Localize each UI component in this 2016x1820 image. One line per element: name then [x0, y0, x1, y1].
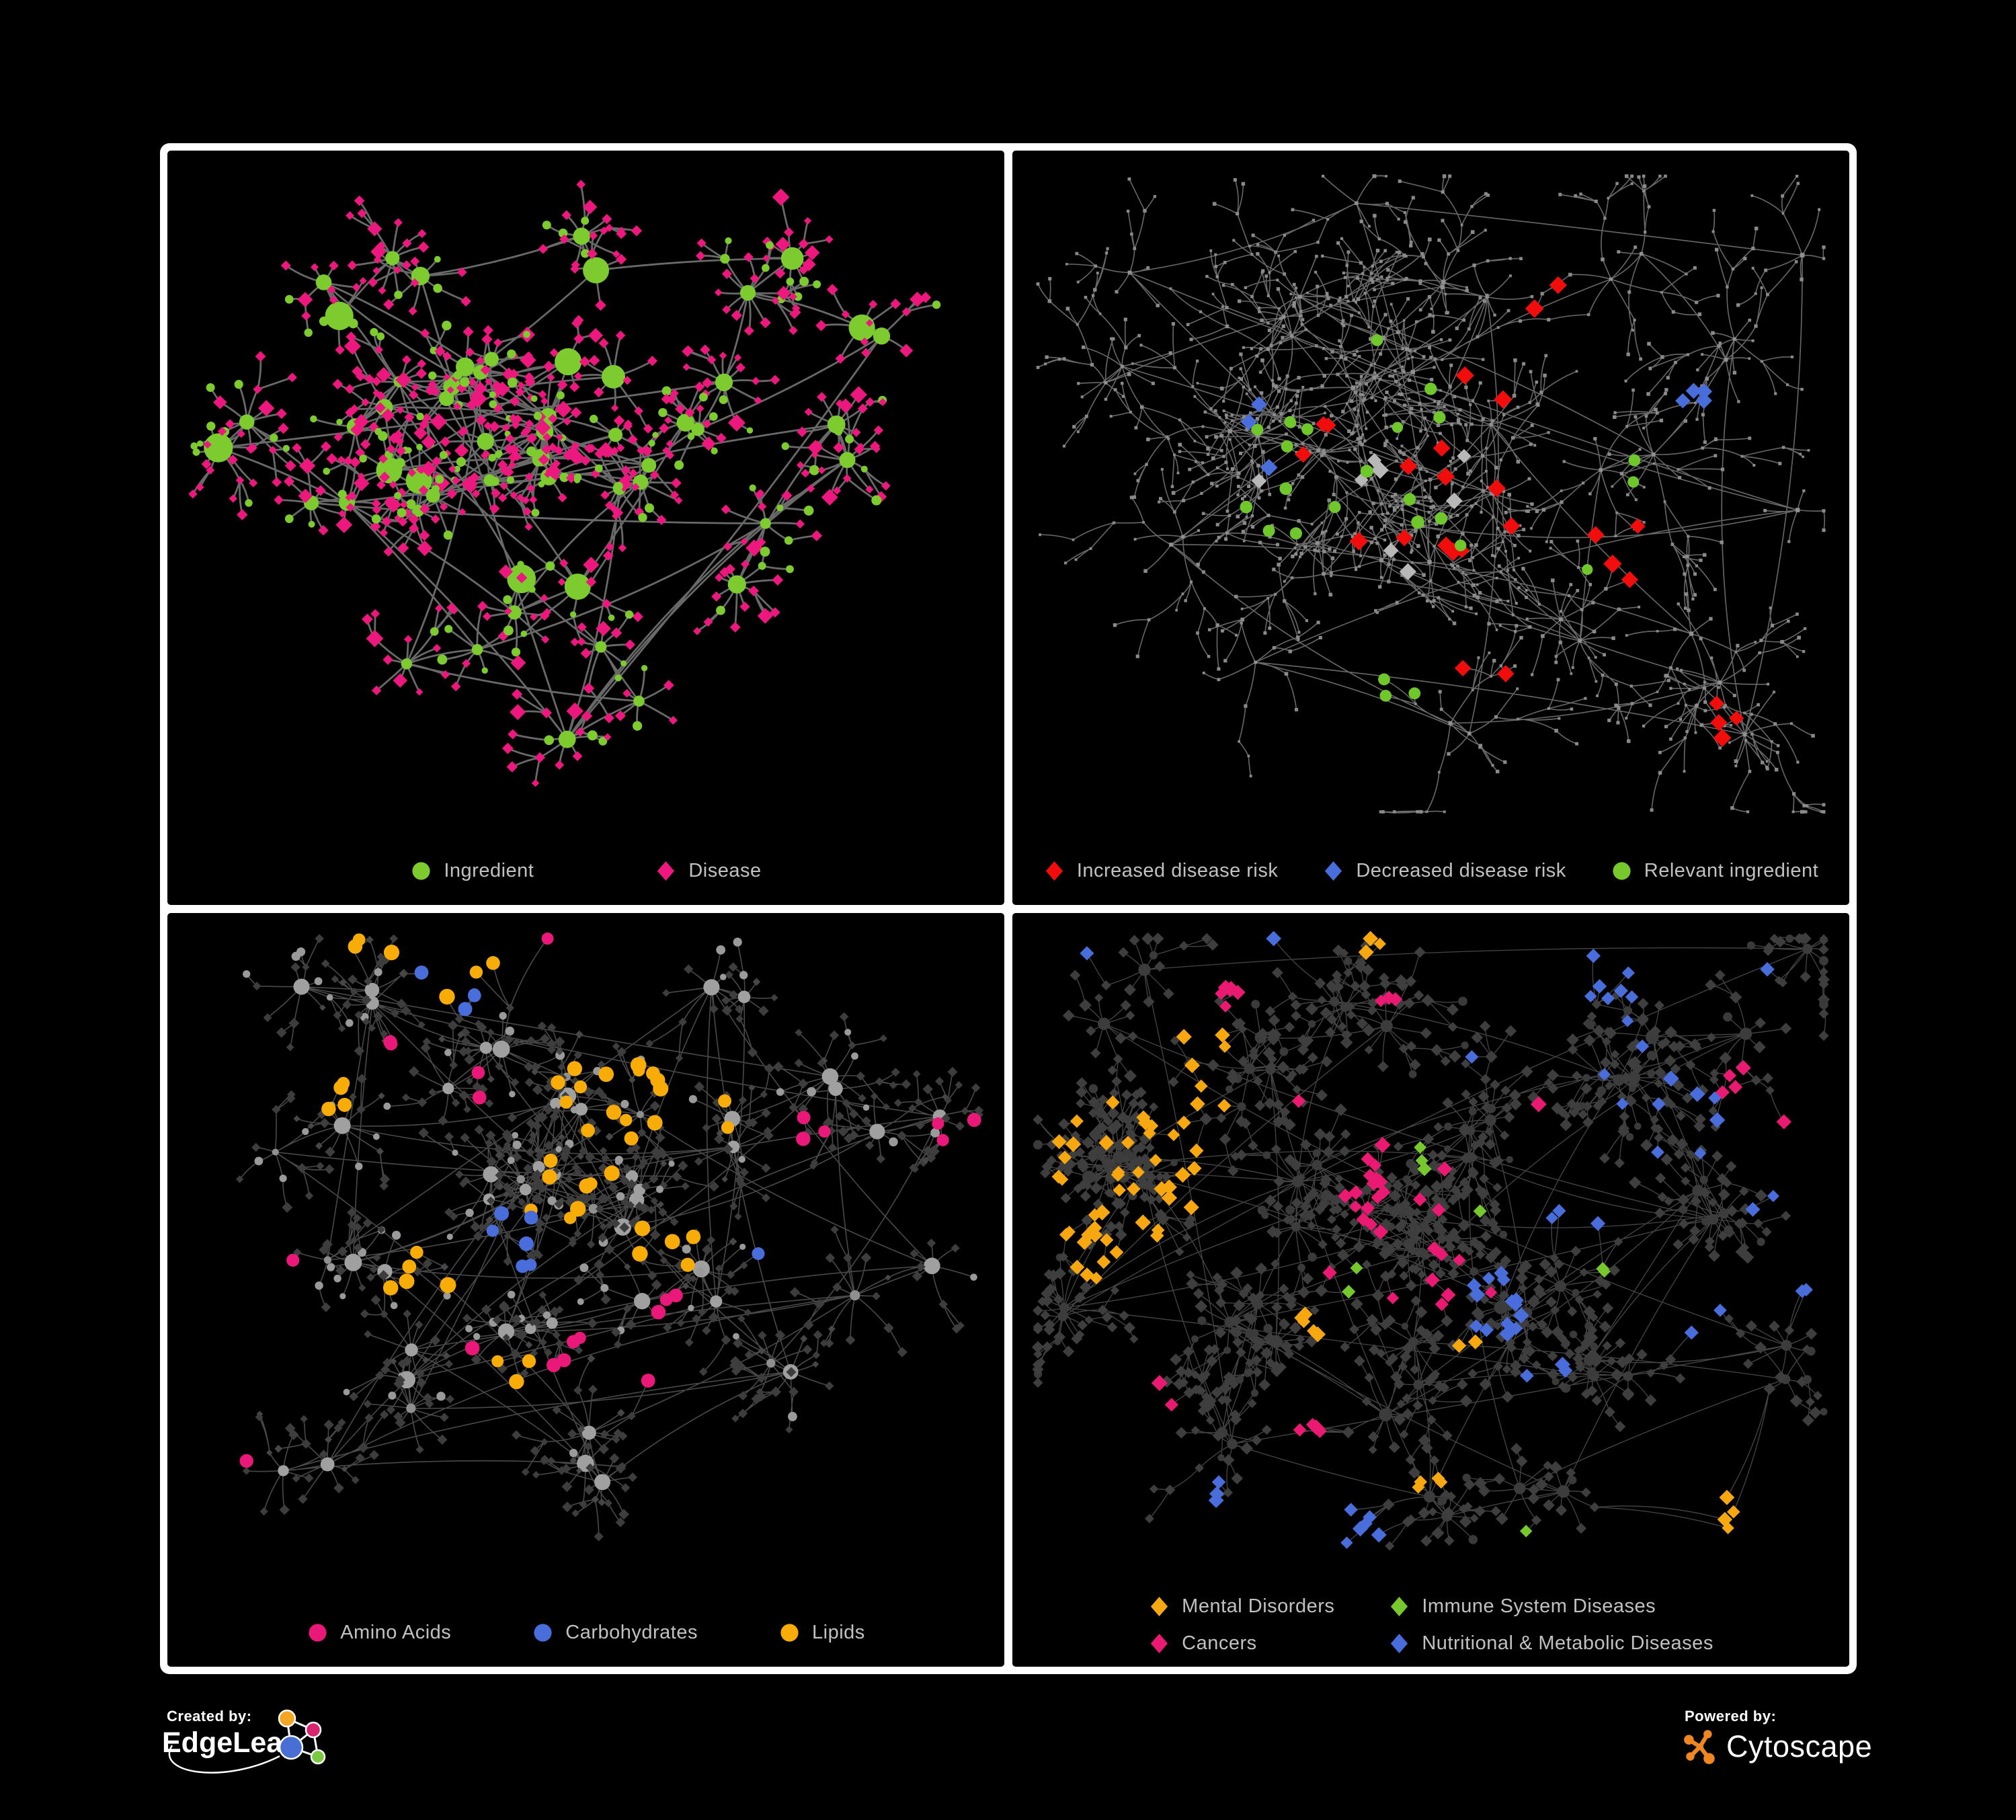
- diamond-marker-icon: [1325, 861, 1342, 881]
- legend: Mental Disorders Immune System Diseases Ca…: [1012, 1595, 1849, 1655]
- edgeleap-brand-text: EdgeLeap: [162, 1727, 300, 1759]
- network-canvas-disease-classes: [1031, 931, 1830, 1550]
- legend-item: Lipids: [778, 1622, 865, 1644]
- diamond-marker-icon: [657, 861, 675, 881]
- legend-item-label: Ingredient: [444, 859, 534, 881]
- legend: Ingredient Disease: [167, 860, 1004, 882]
- legend-item-label: Decreased disease risk: [1356, 859, 1566, 881]
- legend-item: Disease: [655, 860, 761, 882]
- legend-item-label: Immune System Diseases: [1422, 1595, 1656, 1617]
- nodes-layer: [188, 180, 941, 787]
- legend-item: Relevant ingredient: [1611, 860, 1818, 882]
- edges-layer: [239, 938, 979, 1536]
- highlight-nodes-layer: [1240, 276, 1744, 748]
- legend-item-label: Relevant ingredient: [1644, 859, 1819, 881]
- panel-disease-risk: Increased disease risk Decreased disease …: [1012, 151, 1849, 905]
- network-canvas-ingredient-disease: [188, 180, 941, 787]
- legend-item: Increased disease risk: [1043, 860, 1279, 882]
- created-by-label: Created by:: [167, 1708, 252, 1725]
- legend-item-label: Lipids: [812, 1622, 865, 1643]
- legend-item: Carbohydrates: [532, 1622, 698, 1644]
- cytoscape-logo-icon: [1684, 1730, 1715, 1764]
- footer-powered-by: Powered by: Cytoscape: [1682, 1708, 1897, 1788]
- legend-item: Nutritional & Metabolic Diseases: [1388, 1632, 1713, 1655]
- powered-by-label: Powered by:: [1685, 1708, 1777, 1725]
- nodes-layer: [1036, 174, 1826, 814]
- legend-item: Immune System Diseases: [1388, 1595, 1713, 1618]
- legend-item-label: Nutritional & Metabolic Diseases: [1422, 1632, 1713, 1654]
- circle-marker-icon: [534, 1624, 552, 1642]
- legend-item-label: Mental Disorders: [1182, 1595, 1335, 1617]
- circle-marker-icon: [412, 861, 430, 880]
- network-canvas-compound-classes: [235, 932, 983, 1542]
- highlight-nodes-layer: [239, 932, 981, 1468]
- legend-item-label: Amino Acids: [340, 1622, 452, 1643]
- legend-item-label: Carbohydrates: [565, 1622, 698, 1643]
- diamond-marker-icon: [1391, 1596, 1408, 1617]
- legend: Amino Acids Carbohydrates Lipids: [167, 1622, 1004, 1644]
- legend-item: Ingredient: [410, 860, 534, 882]
- highlight-nodes-layer: [1051, 931, 1813, 1549]
- edges-layer: [1037, 175, 1826, 814]
- circle-marker-icon: [780, 1624, 799, 1642]
- legend-item: Cancers: [1148, 1632, 1334, 1655]
- panel-ingredient-disease: Ingredient Disease: [167, 151, 1004, 905]
- panel-grid: Ingredient Disease Increased disease risk D…: [160, 143, 1857, 1674]
- circle-marker-icon: [309, 1624, 327, 1642]
- legend-item: Mental Disorders: [1148, 1595, 1334, 1618]
- legend-item-label: Cancers: [1182, 1632, 1257, 1654]
- legend-item: Decreased disease risk: [1322, 860, 1566, 882]
- legend-item-label: Increased disease risk: [1076, 859, 1279, 881]
- diamond-marker-icon: [1045, 861, 1063, 881]
- diamond-marker-icon: [1151, 1633, 1168, 1654]
- circle-marker-icon: [1613, 861, 1631, 880]
- cytoscape-brand-text: Cytoscape: [1726, 1729, 1873, 1764]
- network-canvas-disease-risk: [1036, 174, 1826, 814]
- legend: Increased disease risk Decreased disease …: [1012, 860, 1849, 882]
- panel-disease-classes: Mental Disorders Immune System Diseases Ca…: [1012, 912, 1849, 1667]
- legend-item: Amino Acids: [307, 1622, 451, 1644]
- diamond-marker-icon: [1151, 1596, 1168, 1617]
- footer-created-by: Created by: EdgeLeap: [160, 1706, 392, 1797]
- panel-compound-classes: Amino Acids Carbohydrates Lipids: [167, 912, 1004, 1667]
- diamond-marker-icon: [1391, 1633, 1408, 1654]
- legend-item-label: Disease: [688, 859, 762, 881]
- edges-layer: [192, 184, 937, 783]
